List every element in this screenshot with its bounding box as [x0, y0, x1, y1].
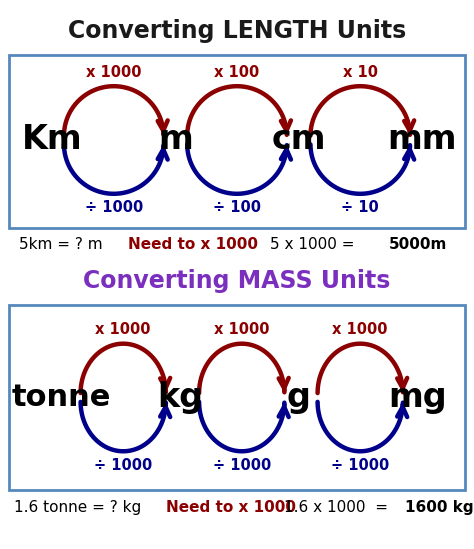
Text: Km: Km — [22, 124, 82, 156]
Text: mg: mg — [388, 381, 447, 414]
FancyBboxPatch shape — [9, 305, 465, 490]
Text: Need to x 1000: Need to x 1000 — [166, 500, 296, 516]
Text: ÷ 1000: ÷ 1000 — [85, 200, 143, 215]
Text: tonne: tonne — [12, 383, 111, 412]
FancyBboxPatch shape — [9, 55, 465, 228]
Text: Converting MASS Units: Converting MASS Units — [83, 269, 391, 293]
Text: m: m — [158, 124, 193, 156]
Text: ÷ 10: ÷ 10 — [341, 200, 379, 215]
Text: x 1000: x 1000 — [95, 322, 151, 338]
Text: 1.6 x 1000  =: 1.6 x 1000 = — [284, 500, 393, 516]
Text: x 1000: x 1000 — [332, 322, 388, 338]
Text: 5000m: 5000m — [389, 237, 447, 252]
Text: ÷ 100: ÷ 100 — [213, 200, 261, 215]
Text: g: g — [287, 381, 310, 414]
Text: Converting LENGTH Units: Converting LENGTH Units — [68, 19, 406, 43]
Text: ÷ 1000: ÷ 1000 — [331, 457, 389, 473]
Text: x 1000: x 1000 — [214, 322, 270, 338]
Text: x 100: x 100 — [214, 65, 260, 80]
Text: x 1000: x 1000 — [86, 65, 142, 80]
Text: 1600 kg: 1600 kg — [405, 500, 474, 516]
Text: ÷ 1000: ÷ 1000 — [213, 457, 271, 473]
Text: 5km = ? m: 5km = ? m — [19, 237, 102, 252]
Text: mm: mm — [387, 124, 456, 156]
Text: cm: cm — [272, 124, 326, 156]
Text: ÷ 1000: ÷ 1000 — [94, 457, 152, 473]
Text: kg: kg — [157, 381, 203, 414]
Text: Need to x 1000: Need to x 1000 — [128, 237, 258, 252]
Text: 1.6 tonne = ? kg: 1.6 tonne = ? kg — [14, 500, 141, 516]
Text: 5 x 1000 =: 5 x 1000 = — [270, 237, 360, 252]
Text: x 10: x 10 — [343, 65, 378, 80]
